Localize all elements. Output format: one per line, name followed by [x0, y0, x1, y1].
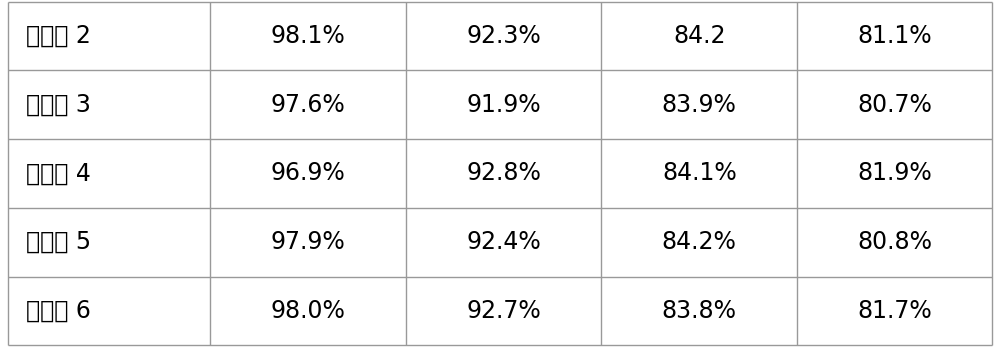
Text: 实施例 3: 实施例 3 [26, 93, 91, 117]
Text: 83.8%: 83.8% [662, 299, 737, 323]
Text: 98.1%: 98.1% [270, 24, 345, 48]
Text: 84.2%: 84.2% [662, 230, 737, 254]
Text: 96.9%: 96.9% [270, 161, 345, 186]
Text: 83.9%: 83.9% [662, 93, 737, 117]
Text: 80.8%: 80.8% [857, 230, 932, 254]
Text: 84.1%: 84.1% [662, 161, 737, 186]
Text: 91.9%: 91.9% [466, 93, 541, 117]
Text: 97.6%: 97.6% [270, 93, 345, 117]
Text: 98.0%: 98.0% [270, 299, 345, 323]
Text: 92.4%: 92.4% [466, 230, 541, 254]
Text: 97.9%: 97.9% [270, 230, 345, 254]
Text: 84.2: 84.2 [673, 24, 726, 48]
Text: 92.7%: 92.7% [466, 299, 541, 323]
Text: 92.8%: 92.8% [466, 161, 541, 186]
Text: 92.3%: 92.3% [466, 24, 541, 48]
Text: 实施例 2: 实施例 2 [26, 24, 91, 48]
Text: 80.7%: 80.7% [857, 93, 932, 117]
Text: 实施例 6: 实施例 6 [26, 299, 91, 323]
Text: 实施例 4: 实施例 4 [26, 161, 91, 186]
Text: 实施例 5: 实施例 5 [26, 230, 91, 254]
Text: 81.7%: 81.7% [857, 299, 932, 323]
Text: 81.9%: 81.9% [857, 161, 932, 186]
Text: 81.1%: 81.1% [857, 24, 932, 48]
